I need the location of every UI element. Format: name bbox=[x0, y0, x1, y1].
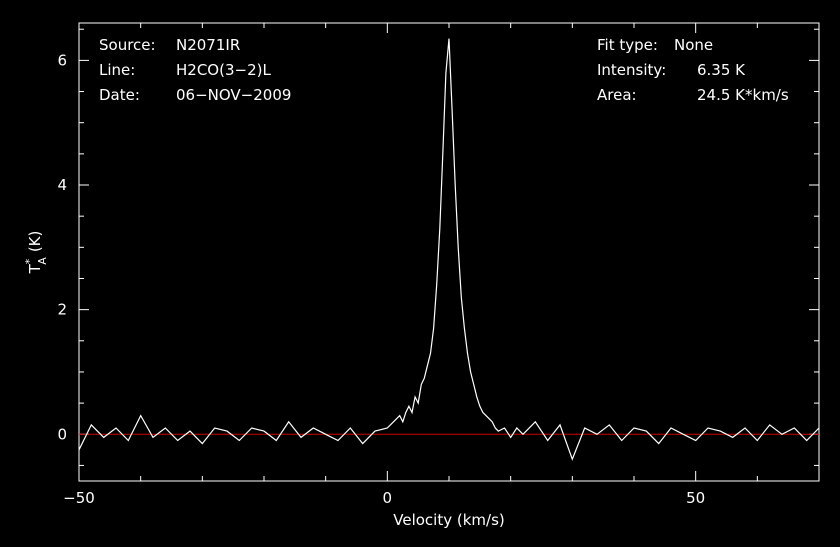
x-tick-label: 0 bbox=[383, 489, 393, 507]
area-value: 24.5 K*km/s bbox=[697, 86, 789, 104]
spectrum-series-line bbox=[78, 38, 820, 461]
intensity-label: Intensity: bbox=[597, 61, 666, 79]
fit-type-label: Fit type: bbox=[597, 36, 658, 54]
area-label: Area: bbox=[597, 86, 637, 104]
intensity-value: 6.35 K bbox=[697, 61, 746, 79]
source-label: Source: bbox=[99, 36, 156, 54]
y-axis-title-sup: * bbox=[23, 258, 36, 264]
tick-labels: −50 0 50 0 2 4 6 bbox=[57, 51, 705, 507]
y-axis-title-text: T*A (K) bbox=[23, 231, 49, 275]
x-tick-label: −50 bbox=[63, 489, 95, 507]
y-axis-title-unit: (K) bbox=[26, 231, 44, 253]
line-label: Line: bbox=[99, 61, 135, 79]
fit-type-value: None bbox=[674, 36, 713, 54]
x-tick-label: 50 bbox=[686, 489, 705, 507]
line-value: H2CO(3−2)L bbox=[176, 61, 271, 79]
source-value: N2071IR bbox=[176, 36, 240, 54]
y-tick-label: 2 bbox=[57, 301, 67, 319]
y-tick-label: 4 bbox=[57, 176, 67, 194]
y-tick-label: 0 bbox=[57, 425, 67, 443]
date-label: Date: bbox=[99, 86, 140, 104]
date-value: 06−NOV−2009 bbox=[176, 86, 291, 104]
y-axis-title-sub: A bbox=[36, 257, 49, 265]
y-axis-title-main: T bbox=[26, 263, 44, 274]
y-axis-title: T*A (K) bbox=[23, 231, 49, 275]
x-axis-title: Velocity (km/s) bbox=[393, 511, 504, 529]
y-tick-label: 6 bbox=[57, 51, 67, 69]
